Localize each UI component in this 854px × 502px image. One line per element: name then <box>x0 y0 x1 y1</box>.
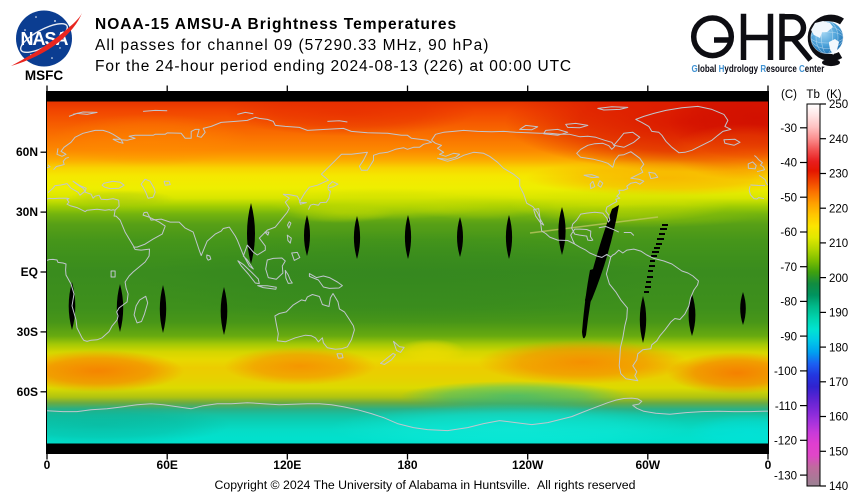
svg-text:30N: 30N <box>16 205 38 219</box>
svg-text:For the 24-hour period ending: For the 24-hour period ending 2024-08-13… <box>95 58 572 75</box>
svg-text:60N: 60N <box>16 145 38 159</box>
svg-text:190: 190 <box>829 308 848 320</box>
svg-text:-90: -90 <box>780 331 797 343</box>
svg-text:Copyright © 2024 The Universit: Copyright © 2024 The University of Alaba… <box>215 478 636 492</box>
svg-text:160: 160 <box>829 412 848 424</box>
svg-text:180: 180 <box>397 458 417 472</box>
svg-text:230: 230 <box>829 169 848 181</box>
svg-text:220: 220 <box>829 203 848 215</box>
svg-text:180: 180 <box>829 342 848 354</box>
svg-text:120E: 120E <box>273 458 301 472</box>
svg-text:60W: 60W <box>635 458 660 472</box>
svg-text:120W: 120W <box>512 458 544 472</box>
svg-text:-130: -130 <box>774 470 797 482</box>
svg-text:(C): (C) <box>781 89 797 101</box>
svg-text:200: 200 <box>829 273 848 285</box>
svg-text:-110: -110 <box>775 401 797 413</box>
svg-text:140: 140 <box>829 481 848 493</box>
svg-text:210: 210 <box>829 238 848 250</box>
svg-text:-30: -30 <box>780 123 797 135</box>
svg-text:NASA: NASA <box>20 29 68 49</box>
svg-text:150: 150 <box>829 447 848 459</box>
svg-text:60E: 60E <box>157 458 178 472</box>
svg-text:Global Hydrology Resource Cent: Global Hydrology Resource Center <box>692 63 825 74</box>
svg-text:-50: -50 <box>780 192 797 204</box>
svg-text:Tb (K): Tb (K) <box>806 89 841 101</box>
svg-text:MSFC: MSFC <box>25 68 63 83</box>
svg-text:250: 250 <box>829 99 848 111</box>
svg-text:0: 0 <box>765 458 772 472</box>
svg-text:-100: -100 <box>774 366 797 378</box>
svg-text:-70: -70 <box>780 262 797 274</box>
svg-text:170: 170 <box>829 377 848 389</box>
svg-text:NOAA-15 AMSU-A Brightness Temp: NOAA-15 AMSU-A Brightness Temperatures <box>95 16 457 33</box>
svg-text:-60: -60 <box>780 227 797 239</box>
svg-text:All passes for channel 09 (572: All passes for channel 09 (57290.33 MHz,… <box>95 37 489 54</box>
svg-text:60S: 60S <box>17 385 38 399</box>
svg-text:30S: 30S <box>17 325 38 339</box>
svg-text:EQ: EQ <box>21 265 38 279</box>
svg-text:0: 0 <box>44 458 51 472</box>
svg-text:240: 240 <box>829 134 848 146</box>
svg-text:-80: -80 <box>780 297 797 309</box>
svg-text:-40: -40 <box>780 158 797 170</box>
svg-text:-120: -120 <box>774 436 797 448</box>
